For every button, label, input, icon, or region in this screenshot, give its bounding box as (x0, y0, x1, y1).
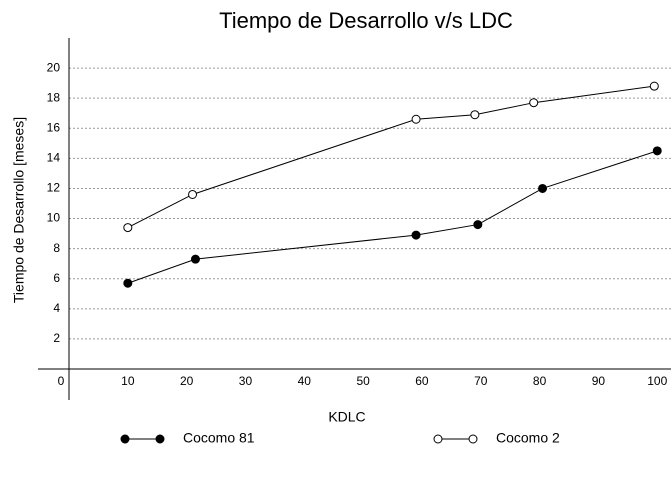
x-tick-label: 40 (298, 374, 312, 388)
x-tick-label: 80 (533, 374, 547, 388)
data-point (470, 110, 480, 120)
legend-marker (120, 434, 130, 444)
x-tick-label: 20 (180, 374, 194, 388)
data-point (652, 146, 662, 156)
x-tick-label: 100 (647, 374, 667, 388)
x-tick-label: 10 (121, 374, 135, 388)
y-tick-label: 10 (47, 211, 61, 225)
data-point (529, 98, 539, 108)
y-tick-label: 2 (53, 331, 60, 345)
data-point (188, 189, 198, 199)
data-point (411, 230, 421, 240)
y-tick-label: 8 (53, 241, 60, 255)
legend-label: Cocomo 81 (183, 430, 255, 446)
data-point (123, 278, 133, 288)
x-tick-label: 60 (415, 374, 429, 388)
y-tick-label: 18 (47, 90, 61, 104)
y-tick-label: 20 (47, 60, 61, 74)
chart-title: Tiempo de Desarrollo v/s LDC (219, 8, 513, 33)
data-point (411, 114, 421, 124)
series-line (127, 150, 658, 284)
y-tick-label: 16 (47, 120, 61, 134)
x-tick-label: 50 (356, 374, 370, 388)
legend-label: Cocomo 2 (496, 430, 560, 446)
data-point (123, 223, 133, 233)
y-axis-label: Tiempo de Desarrollo [meses] (11, 117, 27, 303)
legend-marker (468, 434, 478, 444)
y-tick-label: 6 (53, 271, 60, 285)
y-tick-label: 4 (53, 301, 60, 315)
legend-marker (433, 434, 443, 444)
y-tick-label: 12 (47, 181, 61, 195)
data-point (649, 81, 659, 91)
x-tick-label: 30 (239, 374, 253, 388)
x-tick-label: 70 (474, 374, 488, 388)
series-line (127, 85, 655, 229)
legend-marker (155, 434, 165, 444)
x-tick-label: 0 (58, 374, 65, 388)
data-point (473, 220, 483, 230)
x-axis-label: KDLC (328, 409, 365, 425)
data-point (190, 254, 200, 264)
data-point (538, 183, 548, 193)
y-tick-label: 14 (47, 151, 61, 165)
x-tick-label: 90 (592, 374, 606, 388)
